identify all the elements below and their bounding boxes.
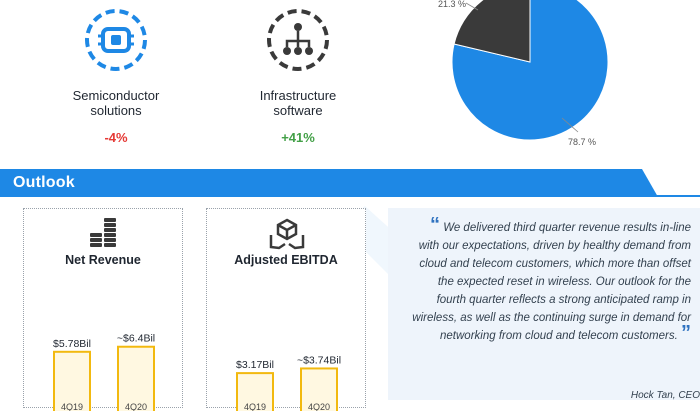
segment-semiconductor: Semiconductor solutions -4% xyxy=(41,8,191,145)
ceo-quote-box xyxy=(388,208,700,400)
bar-value-label: ~$3.74Bil xyxy=(297,354,341,366)
bar-value-label: ~$6.4Bil xyxy=(117,333,155,345)
pie-slice-1 xyxy=(453,0,531,63)
ceo-quote: “ We delivered third quarter revenue res… xyxy=(411,215,691,345)
open-quote-mark: “ xyxy=(429,214,440,236)
pie-slice-0 xyxy=(451,0,609,141)
adjusted-ebitda-bar-chart: $3.17Bil 4Q19 ~$3.74Bil 4Q20 xyxy=(236,354,341,411)
network-icon xyxy=(266,8,330,72)
hands-box-icon xyxy=(269,217,305,251)
segment-change: -4% xyxy=(104,130,128,145)
pie-leader-dark xyxy=(465,2,479,11)
quote-body: We delivered third quarter revenue resul… xyxy=(412,222,691,342)
coin-stack-icon xyxy=(86,217,122,251)
net-revenue-bar-chart: $5.78Bil 4Q19 ~$6.4Bil 4Q20 xyxy=(53,333,155,411)
pie-label-dark: 21.3 % xyxy=(438,0,466,9)
revenue-mix-pie-chart: 78.7 % 21.3 % xyxy=(438,0,609,147)
net-revenue-card: Net Revenue $5.78Bil 4Q19 ~$6.4Bil 4Q20 xyxy=(23,208,183,411)
card-title: Net Revenue xyxy=(65,253,141,267)
pie-leader-blue xyxy=(561,117,579,133)
segment-infrastructure: Infrastructure software +41% xyxy=(223,8,373,145)
outlook-banner xyxy=(0,169,700,197)
bar-value-label: $3.17Bil xyxy=(236,359,274,371)
segment-change: +41% xyxy=(281,130,315,145)
bar-category-label: 4Q19 xyxy=(244,402,266,411)
adjusted-ebitda-card: Adjusted EBITDA $3.17Bil 4Q19 ~$3.74Bil 4Q2… xyxy=(206,208,366,411)
bar-category-label: 4Q19 xyxy=(61,402,83,411)
close-quote-mark: ” xyxy=(681,322,691,344)
bar-category-label: 4Q20 xyxy=(308,402,330,411)
segment-name: Semiconductor solutions xyxy=(72,88,160,118)
outlook-title: Outlook xyxy=(13,174,75,191)
chip-icon xyxy=(84,8,148,72)
quote-attribution: Hock Tan, CEO xyxy=(630,390,700,401)
bar-category-label: 4Q20 xyxy=(125,402,147,411)
segment-name: Infrastructure software xyxy=(259,88,337,118)
bar-value-label: $5.78Bil xyxy=(53,338,91,350)
card-title: Adjusted EBITDA xyxy=(234,253,338,267)
pie-label-blue: 78.7 % xyxy=(568,137,596,147)
